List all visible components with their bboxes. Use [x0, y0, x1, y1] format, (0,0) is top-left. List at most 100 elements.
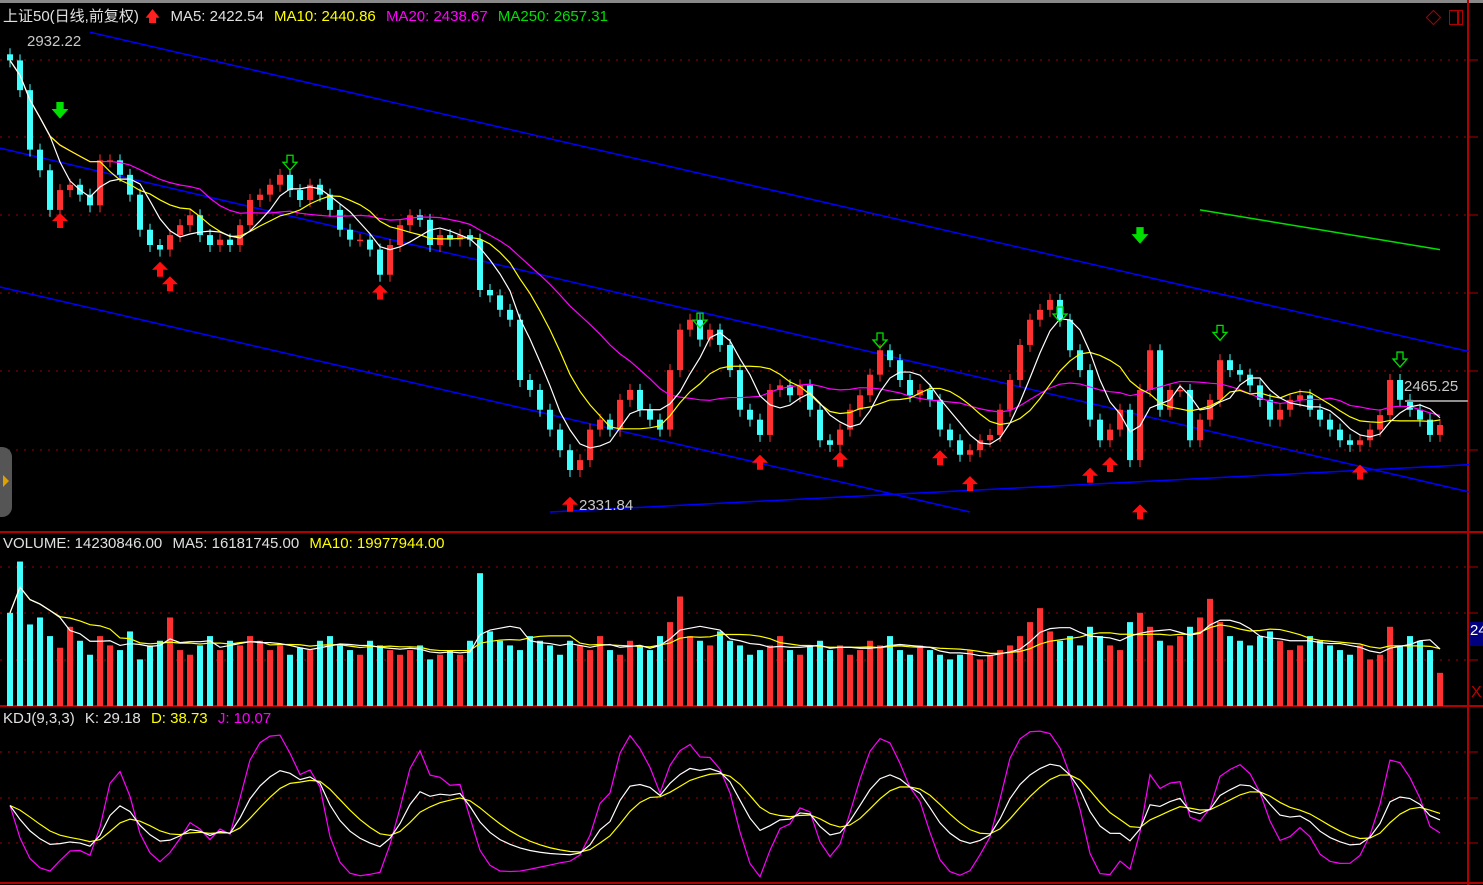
candle-body	[707, 329, 713, 340]
volume-bar	[1317, 640, 1323, 706]
volume-bar	[187, 654, 193, 706]
volume-bar	[787, 650, 793, 706]
volume-bar	[1077, 645, 1083, 706]
volume-bar	[197, 645, 203, 706]
candle-body	[147, 229, 153, 246]
candle-body	[1017, 344, 1023, 381]
volume-bar	[607, 650, 613, 706]
candle-body	[867, 374, 873, 396]
volume-bar	[927, 650, 933, 706]
volume-bar	[137, 659, 143, 706]
volume-bar	[127, 631, 133, 706]
sell-outline-arrow-icon	[691, 312, 709, 330]
volume-bar	[937, 654, 943, 706]
candle-body	[257, 194, 263, 200]
candle-body	[447, 235, 453, 240]
volume-bar	[1277, 640, 1283, 706]
volume-ma10-value: MA10: 19977944.00	[309, 535, 445, 552]
volume-bar	[1107, 645, 1113, 706]
volume-bar	[497, 640, 503, 706]
window-layout-icon[interactable]	[1449, 10, 1463, 25]
ma10-value: MA10: 2440.86	[274, 8, 376, 25]
volume-bar	[1407, 636, 1413, 706]
candle-body	[1237, 370, 1243, 375]
candle-body	[7, 54, 13, 61]
volume-bar	[967, 650, 973, 706]
candle-body	[407, 215, 413, 226]
volume-bar	[1247, 645, 1253, 706]
candle-body	[1227, 360, 1233, 371]
candle-body	[767, 389, 773, 435]
volume-bar	[1397, 645, 1403, 706]
volume-bar	[467, 640, 473, 706]
trendline	[0, 147, 1471, 493]
candle-body	[207, 235, 213, 246]
volume-bar	[1227, 636, 1233, 706]
candle-body	[527, 380, 533, 390]
volume-bar	[257, 640, 263, 706]
volume-bar	[947, 659, 953, 706]
candle-body	[187, 215, 193, 226]
candle-body	[1187, 389, 1193, 441]
candle-body	[237, 225, 243, 246]
volume-bar	[1217, 622, 1223, 706]
buy-arrow-icon	[932, 450, 948, 466]
candle-body	[307, 184, 313, 200]
candle-body	[907, 380, 913, 396]
candle-body	[327, 194, 333, 210]
volume-bar	[37, 617, 43, 706]
candle-body	[167, 235, 173, 250]
close-indicator-button[interactable]: X	[1471, 684, 1482, 701]
volume-bar	[527, 636, 533, 706]
candle-body	[887, 350, 893, 361]
volume-bar	[1347, 654, 1353, 706]
candle-body	[877, 350, 883, 375]
volume-bar	[847, 654, 853, 706]
candle-body	[367, 239, 373, 250]
volume-bar	[167, 617, 173, 706]
candle-body	[287, 174, 293, 191]
kdj-j-line	[9, 730, 1441, 879]
candle-body	[277, 174, 283, 185]
volume-bar	[1207, 598, 1213, 706]
recent-high-label: 2465.25	[1404, 378, 1459, 395]
kdj-panel-header: KDJ(9,3,3) K: 29.18 D: 38.73 J: 10.07	[3, 710, 277, 728]
volume-bar	[77, 640, 83, 706]
volume-bar	[487, 631, 493, 706]
candle-body	[957, 440, 963, 455]
volume-bar	[1297, 645, 1303, 706]
index-title: 上证50(日线,前复权)	[3, 8, 139, 25]
candle-body	[807, 385, 813, 410]
volume-bar	[357, 654, 363, 706]
candle-body	[177, 225, 183, 236]
candle-body	[1417, 409, 1423, 420]
volume-ma5-value: MA5: 16181745.00	[172, 535, 300, 552]
volume-bar	[7, 612, 13, 706]
volume-bar	[397, 654, 403, 706]
candle-body	[1027, 319, 1033, 345]
candle-body	[1087, 370, 1093, 420]
candle-body	[667, 370, 673, 430]
volume-bar	[697, 640, 703, 706]
volume-bar	[247, 636, 253, 706]
volume-bar	[1417, 640, 1423, 706]
volume-bar	[547, 645, 553, 706]
candle-body	[1217, 360, 1223, 400]
candle-body	[87, 194, 93, 206]
candle-body	[1437, 425, 1443, 435]
candle-body	[947, 429, 953, 441]
buy-arrow-icon	[162, 276, 178, 292]
candle-body	[1077, 350, 1083, 371]
candle-body	[1097, 419, 1103, 441]
volume-panel-header: VOLUME: 14230846.00 MA5: 16181745.00 MA1…	[3, 535, 451, 553]
candle-body	[937, 399, 943, 430]
volume-bar	[227, 640, 233, 706]
candle-body	[457, 235, 463, 240]
volume-bar	[1287, 650, 1293, 706]
candle-body	[197, 215, 203, 236]
volume-bar	[237, 645, 243, 706]
sidebar-toggle-handle[interactable]	[0, 447, 12, 517]
volume-bar	[1117, 650, 1123, 706]
candle-body	[507, 309, 513, 320]
